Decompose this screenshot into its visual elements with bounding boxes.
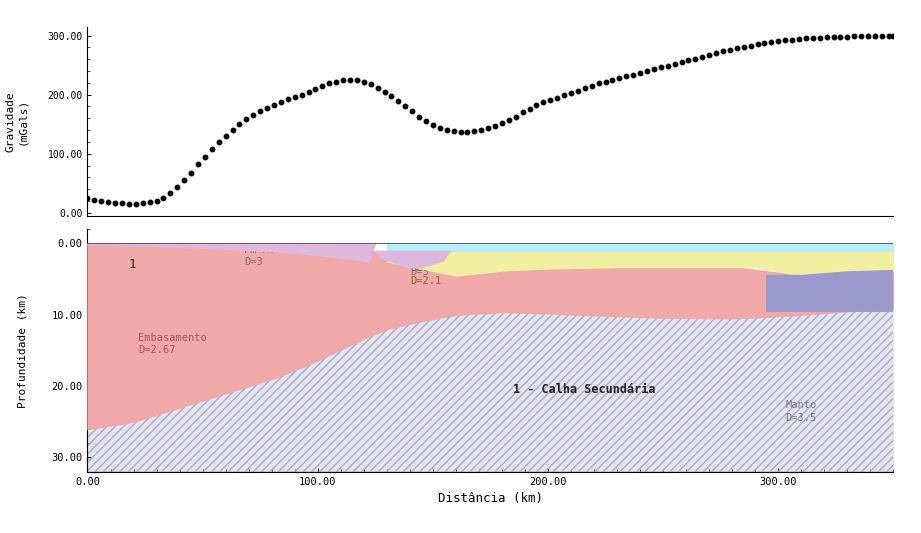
X-axis label: Distância (km): Distância (km) xyxy=(437,492,543,505)
Text: FM Abrolhos
D=3: FM Abrolhos D=3 xyxy=(410,254,479,277)
Text: 1 - Calha Secundária: 1 - Calha Secundária xyxy=(514,383,656,395)
Text: 1: 1 xyxy=(129,258,136,271)
Polygon shape xyxy=(375,251,451,269)
Text: Embasamento
D=2.67: Embasamento D=2.67 xyxy=(138,333,207,355)
Text: Sedimentos
D=2.1: Sedimentos D=2.1 xyxy=(410,263,472,286)
Y-axis label: Profundidade (km): Profundidade (km) xyxy=(17,293,27,408)
Polygon shape xyxy=(766,271,893,311)
Text: Oceano
D=1.07: Oceano D=1.07 xyxy=(789,246,827,268)
Text: Fm Abrolhos
D=3: Fm Abrolhos D=3 xyxy=(244,245,313,267)
Text: Manto
D=3.5: Manto D=3.5 xyxy=(785,400,816,423)
Text: C. Oceânica
D=3: C. Oceânica D=3 xyxy=(785,286,854,309)
Y-axis label: Gravidade
(mGals): Gravidade (mGals) xyxy=(6,91,27,151)
